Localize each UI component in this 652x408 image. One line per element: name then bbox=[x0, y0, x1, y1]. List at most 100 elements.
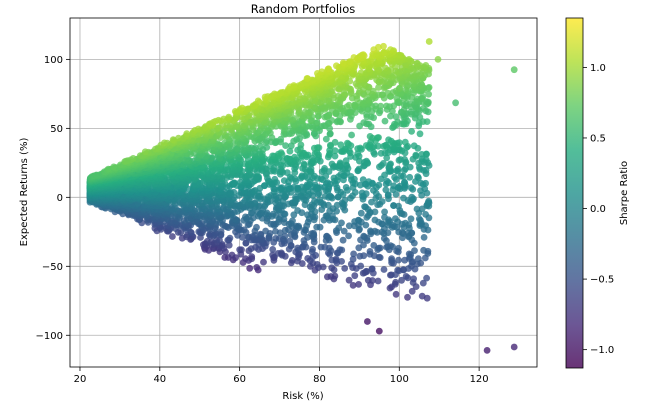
data-point bbox=[362, 267, 370, 275]
data-point bbox=[290, 184, 298, 191]
data-point bbox=[331, 138, 339, 146]
data-point bbox=[387, 242, 394, 250]
data-point bbox=[275, 235, 283, 243]
data-point bbox=[420, 246, 427, 254]
data-point bbox=[314, 144, 321, 152]
data-point bbox=[311, 197, 318, 205]
data-point bbox=[294, 207, 301, 214]
data-point bbox=[357, 209, 365, 217]
data-point bbox=[388, 255, 395, 262]
data-point bbox=[261, 182, 268, 190]
data-point bbox=[408, 287, 416, 295]
data-point bbox=[407, 184, 415, 192]
data-point bbox=[278, 249, 285, 257]
data-point bbox=[419, 279, 427, 287]
data-point bbox=[381, 213, 388, 221]
data-point bbox=[355, 216, 362, 224]
data-point bbox=[357, 262, 365, 270]
data-point bbox=[361, 203, 368, 211]
data-point bbox=[405, 250, 413, 258]
data-point bbox=[413, 59, 421, 67]
data-point bbox=[394, 266, 402, 274]
data-point bbox=[356, 144, 364, 152]
data-point bbox=[349, 255, 357, 263]
data-point bbox=[289, 217, 296, 225]
data-point bbox=[217, 228, 225, 235]
data-point bbox=[391, 173, 398, 181]
data-point bbox=[383, 177, 391, 185]
data-point bbox=[338, 219, 345, 227]
data-point bbox=[328, 160, 336, 168]
data-point bbox=[420, 234, 428, 241]
data-point bbox=[331, 272, 339, 280]
data-point bbox=[351, 272, 359, 280]
data-point bbox=[228, 251, 236, 259]
data-point bbox=[253, 264, 261, 271]
data-point bbox=[360, 241, 367, 249]
data-point bbox=[183, 130, 191, 138]
data-point bbox=[380, 48, 388, 56]
data-point bbox=[357, 69, 365, 77]
data-point bbox=[381, 117, 389, 125]
data-point bbox=[240, 226, 248, 234]
data-point bbox=[298, 172, 306, 180]
data-point bbox=[385, 136, 392, 144]
data-point bbox=[169, 136, 177, 144]
data-point bbox=[319, 263, 327, 271]
data-point bbox=[311, 181, 319, 189]
data-point bbox=[376, 244, 384, 252]
data-point bbox=[328, 264, 336, 272]
data-point bbox=[425, 197, 433, 205]
data-point bbox=[370, 242, 378, 249]
data-point bbox=[344, 139, 351, 147]
data-point bbox=[300, 160, 308, 168]
data-point bbox=[254, 97, 262, 105]
data-point bbox=[286, 83, 294, 91]
data-point bbox=[260, 258, 267, 266]
data-point bbox=[402, 219, 409, 227]
data-point bbox=[415, 255, 422, 263]
data-point bbox=[387, 160, 394, 168]
data-point bbox=[422, 211, 429, 218]
data-point bbox=[225, 241, 233, 249]
chart-title: Random Portfolios bbox=[251, 2, 356, 16]
data-point bbox=[371, 227, 379, 235]
data-point bbox=[294, 244, 301, 252]
data-point bbox=[238, 246, 245, 254]
data-point bbox=[380, 160, 387, 167]
data-point bbox=[392, 278, 399, 286]
data-point bbox=[375, 327, 383, 335]
data-point bbox=[304, 255, 312, 262]
data-point bbox=[242, 255, 249, 262]
data-point bbox=[262, 227, 269, 235]
data-point bbox=[375, 134, 382, 141]
data-point bbox=[374, 277, 382, 285]
data-point bbox=[177, 229, 185, 236]
data-point bbox=[271, 175, 279, 183]
data-point bbox=[377, 149, 385, 157]
data-point bbox=[316, 223, 324, 231]
data-point bbox=[400, 194, 407, 202]
data-point bbox=[292, 193, 299, 201]
data-point bbox=[301, 108, 309, 116]
data-point bbox=[422, 179, 429, 187]
data-point bbox=[338, 258, 345, 265]
data-point bbox=[398, 276, 405, 284]
data-point bbox=[406, 173, 414, 181]
data-point bbox=[321, 165, 328, 172]
data-point bbox=[253, 223, 260, 231]
data-point bbox=[236, 178, 244, 186]
data-point bbox=[418, 151, 426, 158]
data-point bbox=[246, 264, 254, 272]
data-point bbox=[375, 181, 383, 189]
data-point bbox=[368, 265, 376, 273]
data-point bbox=[378, 198, 386, 205]
data-point bbox=[417, 179, 425, 187]
data-point bbox=[410, 275, 417, 283]
data-point bbox=[404, 293, 411, 301]
data-point bbox=[238, 104, 246, 112]
data-point bbox=[129, 155, 137, 162]
data-point bbox=[350, 250, 357, 258]
data-point bbox=[310, 229, 317, 237]
